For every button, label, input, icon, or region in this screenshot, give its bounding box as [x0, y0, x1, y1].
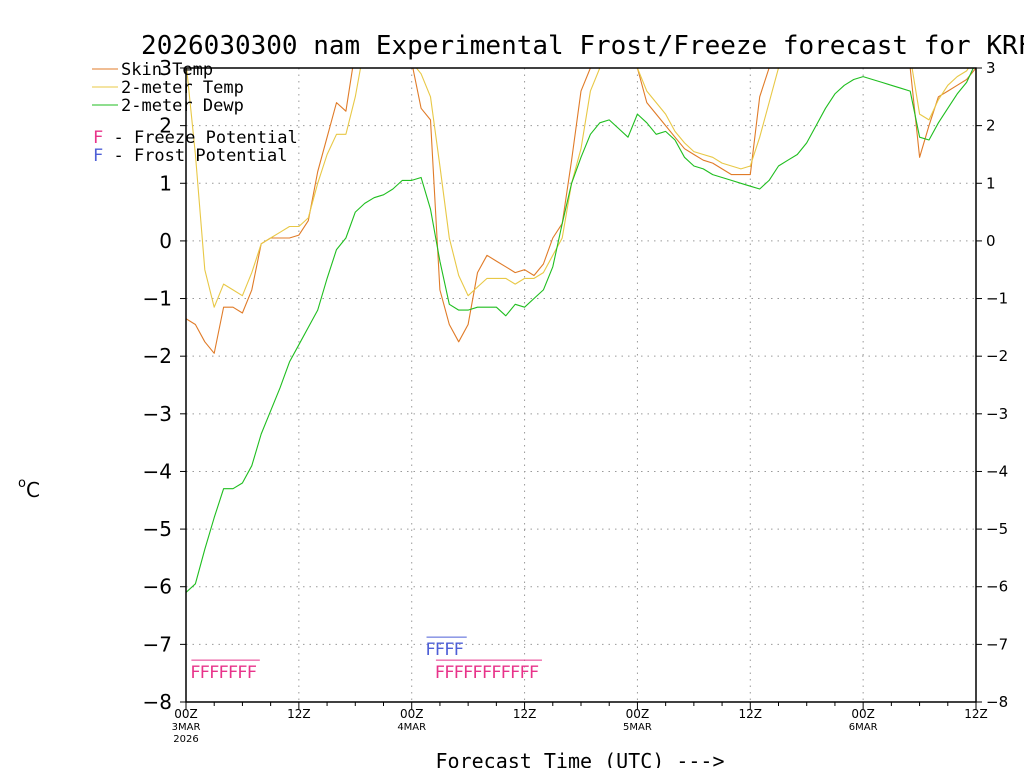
y-tick-label-left: −5 [143, 517, 172, 541]
potential-markers: F F F F F F FF F F FF F F F F F F F F F F [190, 636, 542, 683]
chart-title: 2026030300 nam Experimental Frost/Freeze… [141, 31, 1024, 61]
x-tick-date: 2026 [173, 734, 198, 745]
marker-freeze: F [200, 663, 210, 683]
marker-freeze: F [218, 663, 228, 683]
series-line-skin-temp [186, 68, 976, 354]
marker-freeze: F [510, 663, 520, 683]
grid-lines [186, 68, 976, 702]
marker-freeze: F [444, 663, 454, 683]
y-tick-label-left: −8 [143, 690, 172, 714]
potential-legend-letter: F [93, 146, 103, 166]
x-tick-label: 12Z [739, 707, 763, 721]
y-tick-label-right: −4 [986, 462, 1008, 480]
y-axis-label: oC [18, 476, 40, 502]
series-group [186, 68, 976, 593]
potential-legend-letter: F [93, 128, 103, 148]
legend-label: 2-meter Temp [121, 78, 244, 98]
x-tick-date: 4MAR [397, 722, 426, 733]
marker-frost: F [444, 640, 454, 660]
y-tick-label-right: −8 [986, 693, 1008, 711]
marker-freeze: F [435, 663, 445, 683]
legend-label: Skin Temp [121, 60, 213, 80]
marker-freeze: F [491, 663, 501, 683]
marker-freeze: F [482, 663, 492, 683]
y-tick-label-left: −3 [143, 402, 172, 426]
y-tick-label-left: 1 [159, 171, 172, 195]
y-tick-label-right: −7 [986, 635, 1008, 653]
marker-freeze: F [228, 663, 238, 683]
marker-freeze: F [454, 663, 464, 683]
y-axis-left: 3 2 1 0 −1 −2 −3 −4 −5 −6 −7 −8 [143, 56, 977, 714]
marker-freeze: F [519, 663, 529, 683]
marker-frost: F [435, 640, 445, 660]
y-tick-label-right: −2 [986, 347, 1008, 365]
x-tick-label: 00Z [851, 707, 875, 721]
y-tick-label-left: 3 [159, 56, 172, 80]
unit-letter: C [26, 478, 40, 502]
potential-legend-item: F - Frost Potential [93, 146, 287, 166]
y-tick-label-right: −5 [986, 520, 1008, 538]
y-tick-label-left: −2 [143, 344, 172, 368]
marker-freeze: F [501, 663, 511, 683]
x-tick-date: 5MAR [623, 722, 652, 733]
x-tick-label: 12Z [287, 707, 311, 721]
x-tick-label: 12Z [964, 707, 988, 721]
x-axis-label: Forecast Time (UTC) ---> [436, 749, 725, 768]
y-tick-label-left: −4 [143, 459, 172, 483]
marker-freeze: F [237, 663, 247, 683]
y-tick-label-left: 2 [159, 114, 172, 138]
marker-freeze: F [529, 663, 539, 683]
y-tick-label-right: 0 [986, 232, 996, 250]
x-tick-label: 12Z [513, 707, 537, 721]
y-tick-label-right: 3 [986, 59, 996, 77]
x-tick-date: 3MAR [172, 722, 201, 733]
marker-frost: F [454, 640, 464, 660]
series-line-2-meter-dewp [186, 68, 974, 593]
y-tick-label-right: −1 [986, 290, 1008, 308]
potential-legend-text: - Frost Potential [103, 146, 287, 166]
marker-frost: F [425, 640, 435, 660]
marker-freeze: F [247, 663, 257, 683]
y-tick-label-left: −7 [143, 632, 172, 656]
degree-superscript: o [18, 476, 26, 491]
x-tick-date: 6MAR [849, 722, 878, 733]
x-tick-label: 00Z [174, 707, 198, 721]
y-tick-label-right: 1 [986, 174, 996, 192]
legend-label: 2-meter Dewp [121, 96, 244, 116]
marker-freeze: F [472, 663, 482, 683]
plot-frame [185, 67, 977, 703]
y-axis-right: 3 2 1 0 −1 −2 −3 −4 −5 −6 −7 −8 [976, 59, 1008, 711]
x-tick-label: 00Z [400, 707, 424, 721]
potential-legend-text: - Freeze Potential [103, 128, 297, 148]
potential-legend-item: F - Freeze Potential [93, 128, 298, 148]
y-tick-label-left: −1 [143, 287, 172, 311]
series-line-2-meter-temp [186, 68, 970, 308]
y-tick-label-right: −3 [986, 405, 1008, 423]
marker-freeze: F [209, 663, 219, 683]
marker-freeze: F [190, 663, 200, 683]
marker-freeze: F [463, 663, 473, 683]
y-tick-label-left: 0 [159, 229, 172, 253]
y-tick-label-right: 2 [986, 117, 996, 135]
y-tick-label-left: −6 [143, 575, 172, 599]
y-tick-label-right: −6 [986, 578, 1008, 596]
x-tick-label: 00Z [626, 707, 650, 721]
